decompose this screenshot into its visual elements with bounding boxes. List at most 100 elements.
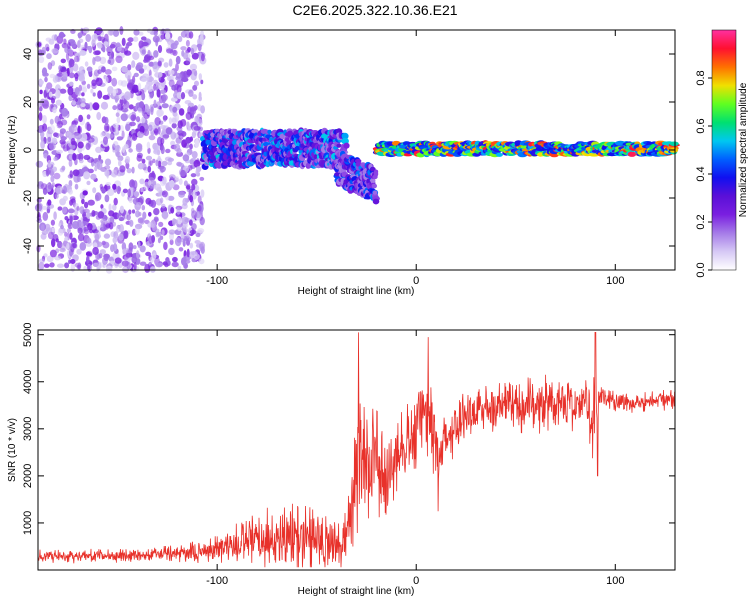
heatmap-cell <box>92 242 98 249</box>
heatmap-cell <box>189 195 194 203</box>
heatmap-cell <box>124 70 132 79</box>
heatmap-cell <box>134 223 143 230</box>
heatmap-cell <box>120 113 128 122</box>
heatmap-cell <box>201 53 205 62</box>
heatmap-cell <box>180 46 187 51</box>
heatmap-cell <box>136 202 142 208</box>
heatmap-cell <box>145 155 153 161</box>
heatmap-cell <box>113 197 118 206</box>
heatmap-cell <box>111 169 118 178</box>
heatmap-cell <box>116 136 124 141</box>
figure-title: C2E6.2025.322.10.36.E21 <box>292 2 457 18</box>
heatmap-cell <box>191 131 196 139</box>
heatmap-cell <box>189 229 197 235</box>
heatmap-cell <box>189 143 193 150</box>
heatmap-cell <box>157 160 162 168</box>
heatmap-cell <box>156 231 162 237</box>
snr-x-label: Height of straight line (km) <box>298 586 415 597</box>
colorbar-tick-label: 0.8 <box>695 70 707 85</box>
heatmap-cell <box>141 49 146 55</box>
heatmap-cell <box>91 79 97 87</box>
heatmap-cell <box>156 89 161 98</box>
heatmap-cell <box>137 162 144 170</box>
heatmap-cell <box>158 71 163 78</box>
heatmap-cell <box>64 236 69 242</box>
heatmap-cell <box>148 124 153 132</box>
heatmap-cell <box>161 211 169 220</box>
heatmap-cell <box>132 36 139 42</box>
heatmap-cell <box>150 131 154 136</box>
heatmap-cell <box>148 235 153 245</box>
heatmap-cell <box>189 63 198 71</box>
heatmap-cell <box>112 183 117 190</box>
heatmap-cell <box>183 29 190 35</box>
heatmap-cell <box>116 185 121 195</box>
spectrogram-ticks: -100 0 100 -40 -20 0 20 40 <box>22 30 675 287</box>
heatmap-cell <box>56 185 63 195</box>
heatmap-cell <box>192 84 198 91</box>
heatmap-cell <box>70 243 75 253</box>
heatmap-cell <box>194 240 201 244</box>
colorbar: 0.0 0.2 0.4 0.6 0.8 Normalized spectral ampl… <box>695 29 749 278</box>
heatmap-cell <box>133 72 139 78</box>
heatmap-cell <box>116 46 122 52</box>
heatmap-cell <box>122 188 128 194</box>
heatmap-cell <box>132 51 140 61</box>
heatmap-cell <box>100 101 109 110</box>
heatmap-cell <box>84 201 89 209</box>
heatmap-cell <box>142 211 147 220</box>
heatmap-cell <box>34 203 43 212</box>
heatmap-cell <box>102 46 106 53</box>
heatmap-cell <box>116 151 121 158</box>
heatmap-cell <box>173 143 181 152</box>
spectrogram-x-label: Height of straight line (km) <box>298 286 415 297</box>
heatmap-cell <box>128 247 133 254</box>
heatmap-cell <box>49 249 57 258</box>
heatmap-cell <box>139 101 144 109</box>
heatmap-cell <box>114 145 121 152</box>
heatmap-cell <box>178 191 186 198</box>
heatmap-cell <box>160 137 165 145</box>
heatmap-cell <box>72 169 80 177</box>
heatmap-cell <box>185 39 190 47</box>
heatmap-cell <box>46 227 52 233</box>
heatmap-cell <box>119 165 126 173</box>
heatmap-cell <box>59 167 65 173</box>
heatmap-cell <box>199 34 204 43</box>
heatmap-cell <box>194 71 198 77</box>
heatmap-cell <box>143 64 148 71</box>
heatmap-cell <box>157 126 161 135</box>
heatmap-cell <box>343 142 350 149</box>
heatmap-cell <box>86 255 90 264</box>
heatmap-cell <box>135 145 143 153</box>
heatmap-cell <box>180 119 187 127</box>
heatmap-cell <box>87 168 94 174</box>
heatmap-cell <box>152 62 158 70</box>
heatmap-cell <box>197 205 202 212</box>
heatmap-cell <box>129 79 135 84</box>
heatmap-cell <box>103 255 109 261</box>
heatmap-cell <box>171 116 178 125</box>
heatmap-cell <box>154 217 159 222</box>
heatmap-cell <box>168 58 173 67</box>
heatmap-cell <box>106 125 110 132</box>
heatmap-cell <box>80 132 88 142</box>
heatmap-cell <box>95 27 103 34</box>
heatmap-cell <box>148 134 156 141</box>
heatmap-cell <box>125 252 132 258</box>
heatmap-cell <box>171 261 179 268</box>
heatmap-cell <box>155 262 163 268</box>
heatmap-cell <box>66 131 72 137</box>
heatmap-cell <box>74 76 79 82</box>
heatmap-cell <box>336 143 342 148</box>
heatmap-cell <box>74 132 83 140</box>
heatmap-cell <box>60 242 66 251</box>
heatmap-cell <box>627 151 637 157</box>
heatmap-cell <box>191 52 199 60</box>
heatmap-cell <box>167 41 171 48</box>
heatmap-cell <box>181 257 187 266</box>
heatmap-cell <box>110 244 115 252</box>
heatmap-cell <box>149 160 153 166</box>
heatmap-cell <box>156 101 161 109</box>
heatmap-cell <box>191 184 196 191</box>
